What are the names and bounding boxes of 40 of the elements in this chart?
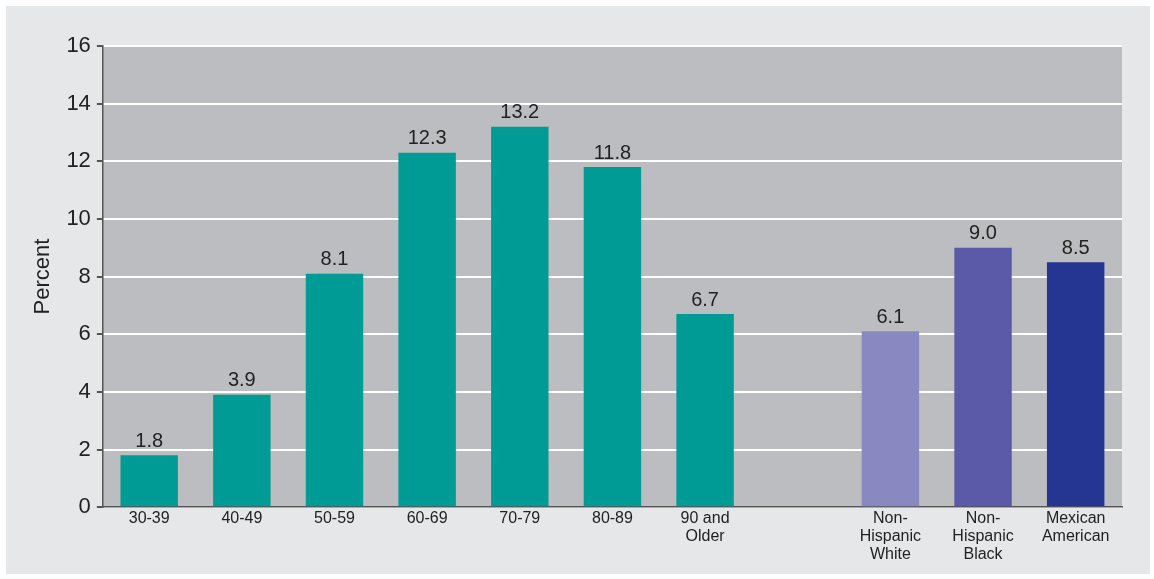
y-tick-label: 0 xyxy=(78,493,91,519)
bar xyxy=(676,314,734,507)
data-label: 13.2 xyxy=(500,100,540,123)
x-tick-label: Non-Hispanic White xyxy=(859,509,922,562)
x-tick-label: 60-69 xyxy=(406,509,448,527)
data-label: 6.7 xyxy=(691,287,719,310)
bar xyxy=(305,273,364,507)
bar xyxy=(213,394,271,507)
y-tick-label: 2 xyxy=(78,435,91,461)
data-label: 8.5 xyxy=(1061,235,1090,258)
x-tick-label: 30-39 xyxy=(128,509,170,527)
y-tick-label: 16 xyxy=(66,32,91,58)
data-label: 12.3 xyxy=(407,126,447,149)
bar xyxy=(1046,262,1105,507)
y-tick-label: 6 xyxy=(78,320,91,346)
data-label: 11.8 xyxy=(593,140,632,163)
data-label: 8.1 xyxy=(320,247,349,270)
bar xyxy=(120,455,178,507)
x-tick-label: 70-79 xyxy=(499,509,541,527)
x-tick-label: 40-49 xyxy=(221,509,263,527)
bar xyxy=(491,126,549,507)
y-tick-label: 14 xyxy=(66,89,91,115)
y-tick-label: 4 xyxy=(78,377,91,403)
x-tick-label: 80-89 xyxy=(591,509,633,527)
bar xyxy=(954,247,1012,507)
bar xyxy=(583,167,642,507)
data-label: 1.8 xyxy=(135,428,164,451)
bar xyxy=(861,331,920,507)
data-label: 9.0 xyxy=(969,221,997,244)
y-tick-label: 8 xyxy=(78,262,91,288)
y-tick-label: 10 xyxy=(66,205,91,231)
data-label: 3.9 xyxy=(227,368,256,391)
y-axis-title: Percent xyxy=(29,238,55,315)
bar xyxy=(398,152,456,507)
y-tick-label: 12 xyxy=(66,147,91,173)
x-tick-label: Mexican American xyxy=(1041,509,1110,545)
data-label: 6.1 xyxy=(876,304,905,327)
x-tick-label: Non-Hispanic Black xyxy=(952,509,1014,562)
x-tick-label: 90 and Older xyxy=(680,509,730,545)
x-tick-label: 50-59 xyxy=(314,509,356,527)
